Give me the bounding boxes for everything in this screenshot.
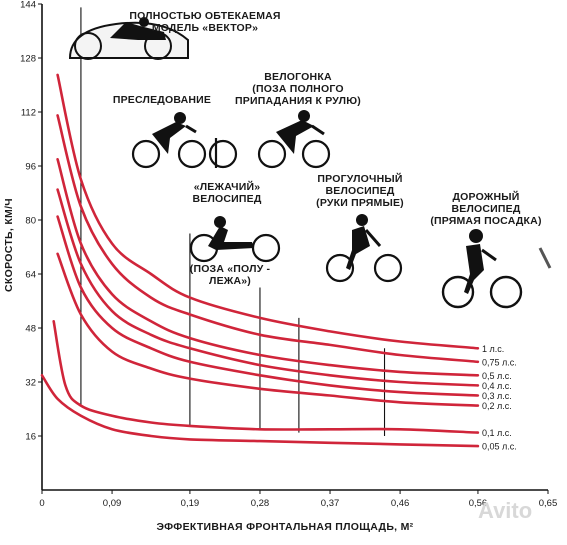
x-tick-label: 0,28 <box>251 498 270 509</box>
series-label: 0,3 л.с. <box>482 391 512 401</box>
figure-label-vector: ПОЛНОСТЬЮ ОБТЕКАЕМАЯ <box>129 10 280 22</box>
y-tick-label: 48 <box>25 324 36 335</box>
x-tick-label: 0 <box>39 498 44 509</box>
figure-label-pursuit: ПРЕСЛЕДОВАНИЕ <box>113 94 211 106</box>
x-tick-label: 0,37 <box>321 498 340 509</box>
figure-label-recumbent: ВЕЛОСИПЕД <box>192 193 261 205</box>
y-axis-title: СКОРОСТЬ, КМ/Ч <box>3 198 15 292</box>
touring-cyclist-icon <box>325 214 403 283</box>
x-tick-label: 0,19 <box>181 498 200 509</box>
series-group <box>40 73 480 448</box>
mark-icon <box>538 247 552 269</box>
series-labels-group: 1 л.с.0,75 л.с.0,5 л.с.0,4 л.с.0,3 л.с.0… <box>482 344 517 452</box>
x-tick-label: 0,09 <box>103 498 122 509</box>
figure-label-touring: (РУКИ ПРЯМЫЕ) <box>316 197 404 209</box>
figure-label-race: (ПОЗА ПОЛНОГО <box>252 83 343 95</box>
y-tick-label: 144 <box>20 0 36 11</box>
series-label: 1 л.с. <box>482 344 504 354</box>
x-axis-title: ЭФФЕКТИВНАЯ ФРОНТАЛЬНАЯ ПЛОЩАДЬ, М² <box>157 521 414 533</box>
y-tick-label: 32 <box>25 378 36 389</box>
recumbent-cyclist-icon <box>189 216 281 263</box>
pursuit-cyclist-icon <box>131 112 238 169</box>
series-line <box>56 215 480 397</box>
series-label: 0,1 л.с. <box>482 428 512 438</box>
y-tick-label: 80 <box>25 216 36 227</box>
series-label: 0,05 л.с. <box>482 442 517 452</box>
figure-label-race: ВЕЛОГОНКА <box>264 71 332 83</box>
axis-titles-group: СКОРОСТЬ, КМ/Ч ЭФФЕКТИВНАЯ ФРОНТАЛЬНАЯ П… <box>3 198 414 533</box>
vector-streamliner-icon <box>68 17 189 60</box>
race-cyclist-icon <box>257 110 331 169</box>
series-label: 0,2 л.с. <box>482 401 512 411</box>
series-line <box>56 188 480 387</box>
figure-label-road: (ПРЯМАЯ ПОСАДКА) <box>430 215 541 227</box>
figure-label-recumbent: «ЛЕЖАЧИЙ» <box>194 180 261 193</box>
series-line <box>56 114 480 364</box>
y-tick-label: 96 <box>25 162 36 173</box>
x-tick-label: 0,56 <box>469 498 488 509</box>
y-tick-label: 64 <box>25 270 36 281</box>
tick-labels-group: 16 32 48 64 80 96 112 128 144 0 0,09 0,19 0,28 0,37 0,… <box>20 0 557 509</box>
road-cyclist-icon <box>441 229 523 309</box>
y-tick-label: 112 <box>21 108 36 119</box>
figure-label-vector: МОДЕЛЬ «ВЕКТОР» <box>152 22 258 34</box>
series-line <box>56 252 480 407</box>
figures-group <box>68 17 552 309</box>
figure-label-touring: ПРОГУЛОЧНЫЙ <box>317 172 402 185</box>
figure-label-recumbent-pose: (ПОЗА «ПОЛУ - <box>190 263 271 275</box>
x-tick-label: 0,46 <box>391 498 410 509</box>
figure-label-road: ВЕЛОСИПЕД <box>451 203 520 215</box>
figure-label-touring: ВЕЛОСИПЕД <box>325 185 394 197</box>
axes-group <box>38 3 549 494</box>
figure-label-race: ПРИПАДАНИЯ К РУЛЮ) <box>235 95 361 107</box>
y-tick-label: 16 <box>25 432 36 443</box>
figure-label-recumbent-pose: ЛЕЖА») <box>209 275 251 287</box>
series-line <box>40 374 480 448</box>
x-tick-label: 0,65 <box>539 498 558 509</box>
y-tick-label: 128 <box>20 54 36 65</box>
watermark: Avito <box>478 498 532 523</box>
series-line <box>56 158 480 377</box>
series-line <box>52 320 480 434</box>
series-label: 0,75 л.с. <box>482 357 517 367</box>
figure-label-road: ДОРОЖНЫЙ <box>452 190 519 203</box>
series-line <box>56 73 480 350</box>
series-label: 0,4 л.с. <box>482 381 512 391</box>
series-label: 0,5 л.с. <box>482 371 512 381</box>
